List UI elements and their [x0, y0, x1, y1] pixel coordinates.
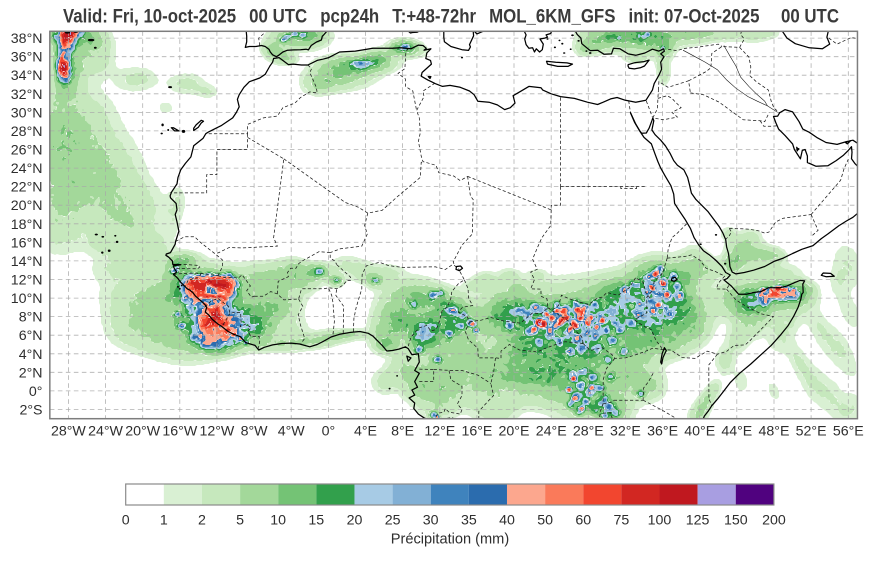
svg-text:40°E: 40°E [684, 424, 715, 440]
svg-text:20°E: 20°E [499, 424, 530, 440]
svg-text:35: 35 [461, 513, 477, 529]
svg-text:22°N: 22°N [11, 180, 43, 196]
svg-text:10°N: 10°N [11, 291, 43, 307]
svg-text:25: 25 [385, 513, 401, 529]
svg-text:56°E: 56°E [833, 424, 864, 440]
svg-text:30°N: 30°N [11, 105, 43, 121]
svg-text:20°N: 20°N [11, 198, 43, 214]
svg-text:8°W: 8°W [241, 424, 269, 440]
svg-text:2°N: 2°N [19, 365, 43, 381]
svg-text:52°E: 52°E [796, 424, 827, 440]
svg-text:30: 30 [423, 513, 439, 529]
svg-text:1: 1 [160, 513, 168, 529]
svg-text:38°N: 38°N [11, 31, 43, 47]
svg-text:150: 150 [724, 513, 748, 529]
svg-text:34°N: 34°N [11, 68, 43, 84]
svg-text:12°E: 12°E [424, 424, 455, 440]
svg-text:40: 40 [499, 513, 515, 529]
svg-text:50: 50 [537, 513, 553, 529]
svg-text:100: 100 [648, 513, 672, 529]
svg-text:125: 125 [686, 513, 710, 529]
svg-text:75: 75 [614, 513, 630, 529]
svg-text:36°E: 36°E [647, 424, 678, 440]
svg-text:0: 0 [122, 513, 130, 529]
svg-text:26°N: 26°N [11, 143, 43, 159]
svg-text:20°W: 20°W [125, 424, 160, 440]
svg-text:12°W: 12°W [199, 424, 234, 440]
svg-text:16°N: 16°N [11, 235, 43, 251]
svg-text:2: 2 [198, 513, 206, 529]
svg-text:48°E: 48°E [759, 424, 790, 440]
svg-text:60: 60 [575, 513, 591, 529]
svg-text:24°W: 24°W [88, 424, 123, 440]
svg-text:10: 10 [270, 513, 286, 529]
svg-text:24°E: 24°E [536, 424, 567, 440]
svg-text:2°S: 2°S [19, 403, 42, 419]
svg-text:15: 15 [308, 513, 324, 529]
svg-text:18°N: 18°N [11, 217, 43, 233]
svg-text:28°W: 28°W [51, 424, 86, 440]
svg-text:20: 20 [347, 513, 363, 529]
svg-text:28°N: 28°N [11, 124, 43, 140]
svg-text:36°N: 36°N [11, 50, 43, 66]
svg-text:28°E: 28°E [573, 424, 604, 440]
svg-text:Précipitation (mm): Précipitation (mm) [391, 532, 509, 548]
svg-text:16°W: 16°W [162, 424, 197, 440]
svg-text:4°E: 4°E [354, 424, 377, 440]
svg-text:16°E: 16°E [461, 424, 492, 440]
svg-text:8°N: 8°N [19, 310, 43, 326]
svg-text:4°N: 4°N [19, 347, 43, 363]
svg-text:44°E: 44°E [721, 424, 752, 440]
svg-text:6°N: 6°N [19, 328, 43, 344]
svg-text:32°E: 32°E [610, 424, 641, 440]
svg-text:12°N: 12°N [11, 273, 43, 289]
svg-text:Valid: Fri, 10-oct-2025 00 UT: Valid: Fri, 10-oct-2025 00 UTC pcp24h T:… [63, 7, 839, 28]
svg-text:32°N: 32°N [11, 87, 43, 103]
svg-text:5: 5 [236, 513, 244, 529]
svg-text:8°E: 8°E [391, 424, 414, 440]
svg-text:24°N: 24°N [11, 161, 43, 177]
svg-text:0°: 0° [322, 424, 336, 440]
svg-text:0°: 0° [29, 384, 43, 400]
svg-text:4°W: 4°W [278, 424, 306, 440]
svg-text:14°N: 14°N [11, 254, 43, 270]
svg-text:200: 200 [762, 513, 786, 529]
